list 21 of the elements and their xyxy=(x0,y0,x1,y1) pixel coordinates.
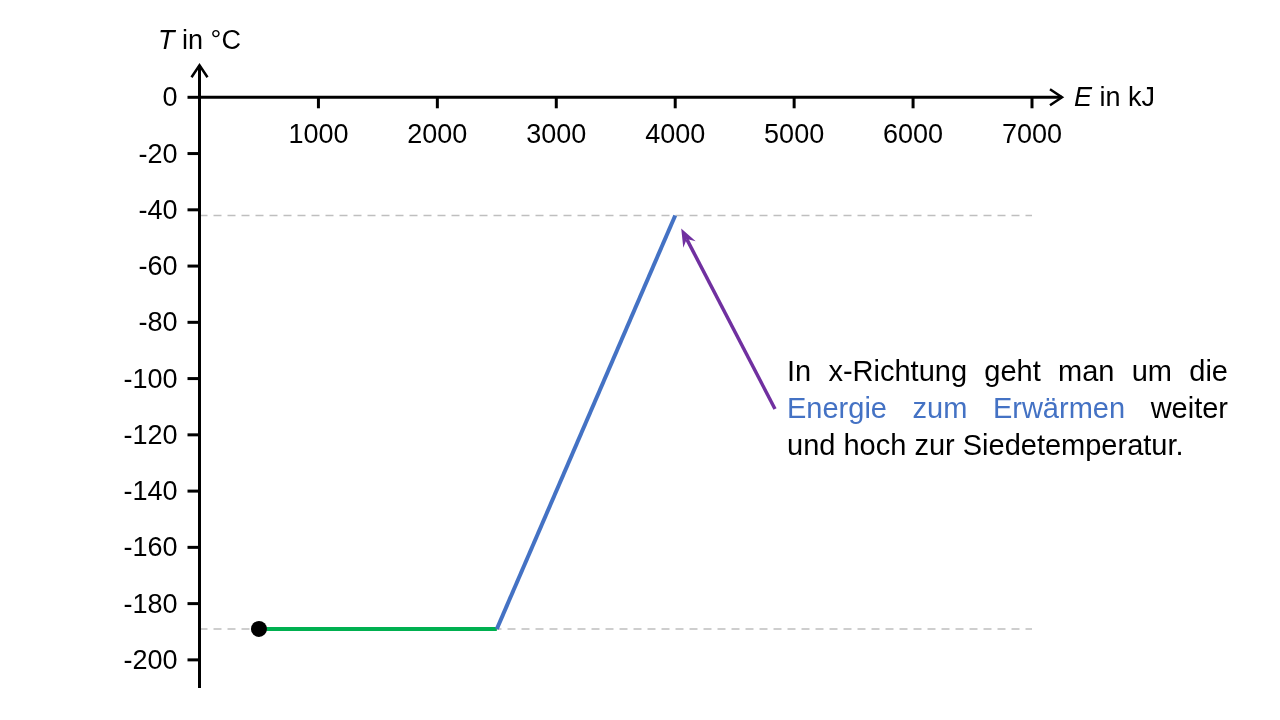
y-tick-label: -160 xyxy=(123,532,178,563)
x-tick-label: 2000 xyxy=(407,119,468,150)
y-tick-label: -80 xyxy=(138,307,178,338)
x-tick-label: 4000 xyxy=(645,119,706,150)
y-axis-title: T in °C xyxy=(158,25,241,56)
x-tick-label: 6000 xyxy=(883,119,944,150)
x-tick-label: 3000 xyxy=(526,119,587,150)
x-tick-label: 5000 xyxy=(764,119,825,150)
x-tick-label: 7000 xyxy=(1001,119,1063,150)
x-tick-label: 1000 xyxy=(288,119,349,150)
y-tick-label: -140 xyxy=(123,476,178,507)
y-tick-label: -20 xyxy=(138,138,178,169)
y-tick-label: -120 xyxy=(123,419,178,450)
y-tick-label: -40 xyxy=(138,194,178,225)
y-tick-label: -200 xyxy=(123,644,178,675)
y-tick-label: -100 xyxy=(123,363,178,394)
y-tick-label: -60 xyxy=(138,251,178,282)
text: In x-Richtung geht man um die Energie zum Erwärmen weiter und hoch zur Siedetemperatur. xyxy=(787,355,1228,461)
y-tick-label: 0 xyxy=(162,82,178,113)
x-axis-title: E in kJ xyxy=(1074,82,1156,113)
y-tick-label: -180 xyxy=(123,588,178,619)
